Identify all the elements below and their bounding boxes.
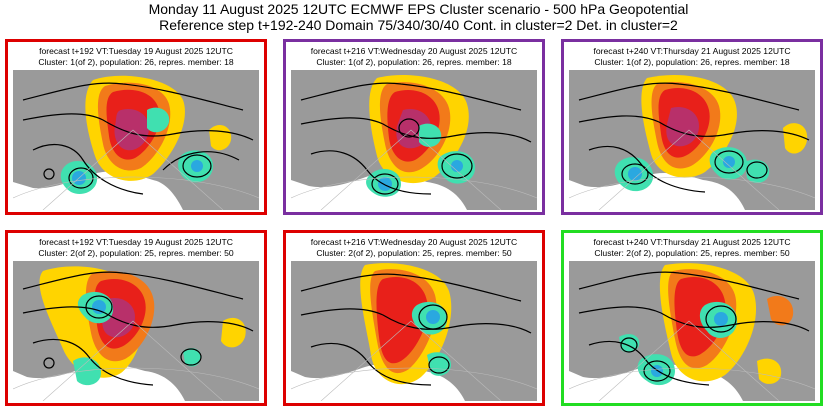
geopotential-contour	[588, 145, 706, 193]
anomaly-neg	[183, 348, 202, 367]
anomaly-strong-pos	[114, 108, 149, 151]
geopotential-contour	[32, 338, 154, 386]
geopotential-contour	[746, 161, 768, 179]
anomaly-weak	[757, 358, 782, 384]
anomaly-mid	[767, 295, 794, 326]
anomaly-strong-pos	[666, 106, 699, 147]
anomaly-strong-neg	[378, 177, 392, 191]
geopotential-contour	[43, 168, 55, 180]
geopotential-contour	[300, 117, 532, 143]
geopotential-contour	[578, 306, 810, 332]
graticule-line	[42, 320, 224, 401]
geopotential-contour	[418, 304, 448, 330]
graticule-line	[291, 367, 537, 390]
graticule-line	[13, 176, 259, 199]
geopotential-contour	[22, 271, 244, 300]
graticule-line	[569, 367, 815, 390]
map-panel-cluster2-t192: forecast t+192 VT:Tuesday 19 August 2025…	[5, 230, 267, 406]
panel-forecast-label: forecast t+216 VT:Wednesday 20 August 20…	[310, 237, 518, 247]
geopotential-contour	[398, 118, 420, 138]
anomaly-strong-neg	[92, 300, 106, 314]
anomaly-strong-neg	[723, 156, 735, 168]
panel-forecast-label: forecast t+216 VT:Wednesday 20 August 20…	[310, 46, 518, 56]
geopotential-contour	[441, 153, 473, 179]
anomaly-strong-neg	[451, 160, 463, 172]
geopotential-contour	[428, 356, 450, 374]
anomaly-strong-neg	[714, 312, 728, 326]
geopotential-contour	[310, 150, 432, 195]
graticule-line	[320, 129, 502, 210]
panel-forecast-label: forecast t+240 VT:Thursday 21 August 202…	[593, 46, 791, 56]
geopotential-contour	[182, 154, 212, 178]
graticule-line	[569, 176, 815, 199]
geopotential-contour	[620, 337, 638, 353]
page-subtitle: Reference step t+192-240 Domain 75/340/3…	[159, 17, 678, 33]
panel-cluster-label: Cluster: 1(of 2), population: 26, repres…	[38, 57, 234, 67]
geopotential-contour	[22, 306, 254, 332]
panel-cluster-label: Cluster: 2(of 2), population: 25, repres…	[38, 248, 234, 258]
geopotential-map	[13, 70, 259, 210]
geopotential-contour	[643, 360, 671, 382]
geopotential-map	[569, 70, 815, 210]
panel-forecast-label: forecast t+192 VT:Tuesday 19 August 2025…	[39, 237, 233, 247]
panel-cluster-label: Cluster: 1(of 2), population: 26, repres…	[316, 57, 512, 67]
geopotential-contour	[588, 340, 710, 386]
geopotential-contour	[162, 151, 240, 171]
geopotential-contour	[578, 271, 800, 300]
panel-cluster-label: Cluster: 1(of 2), population: 26, repres…	[594, 57, 790, 67]
geopotential-contour	[310, 342, 432, 386]
panel-cluster-label: Cluster: 2(of 2), population: 25, repres…	[594, 248, 790, 258]
anomaly-strong-neg	[426, 310, 440, 324]
geopotential-contour	[22, 113, 254, 141]
anomaly-neg	[619, 334, 640, 353]
geopotential-contour	[22, 82, 244, 111]
geopotential-contour	[180, 348, 202, 366]
geopotential-contour	[68, 167, 94, 189]
geopotential-contour	[371, 173, 399, 195]
panel-cluster-label: Cluster: 2(of 2), population: 25, repres…	[316, 248, 512, 258]
anomaly-neg	[147, 107, 170, 133]
geopotential-map	[291, 70, 537, 210]
map-panel-cluster2-t240: forecast t+240 VT:Thursday 21 August 202…	[561, 230, 823, 406]
geopotential-contour	[300, 82, 522, 111]
geopotential-contour	[300, 273, 522, 302]
geopotential-map	[291, 261, 537, 401]
page-title: Monday 11 August 2025 12UTC ECMWF EPS Cl…	[148, 1, 689, 17]
geopotential-map	[13, 261, 259, 401]
anomaly-weak	[783, 123, 808, 154]
graticule-line	[320, 320, 502, 401]
map-panel-cluster1-t216: forecast t+216 VT:Wednesday 20 August 20…	[283, 39, 545, 215]
graticule-line	[13, 367, 259, 390]
panel-forecast-label: forecast t+192 VT:Tuesday 19 August 2025…	[39, 46, 233, 56]
anomaly-strong-neg	[628, 167, 642, 181]
anomaly-strong-neg	[191, 160, 203, 172]
geopotential-contour	[85, 295, 113, 319]
anomaly-neg	[73, 357, 101, 386]
map-panel-cluster2-t216: forecast t+216 VT:Wednesday 20 August 20…	[283, 230, 545, 406]
map-panel-cluster1-t192: forecast t+192 VT:Tuesday 19 August 2025…	[5, 39, 267, 215]
geopotential-contour	[43, 357, 55, 369]
geopotential-map	[569, 261, 815, 401]
graticule-line	[42, 129, 224, 210]
map-panel-cluster1-t240: forecast t+240 VT:Thursday 21 August 202…	[561, 39, 823, 215]
geopotential-contour	[621, 163, 649, 185]
anomaly-neg	[419, 123, 442, 147]
graticule-line	[291, 176, 537, 199]
geopotential-contour	[578, 115, 810, 141]
geopotential-contour	[714, 150, 744, 174]
panel-forecast-label: forecast t+240 VT:Thursday 21 August 202…	[593, 237, 791, 247]
anomaly-pos	[376, 277, 428, 364]
graticule-line	[598, 320, 780, 401]
geopotential-contour	[578, 82, 800, 111]
geopotential-contour	[300, 308, 532, 334]
geopotential-contour	[32, 143, 144, 195]
geopotential-contour	[705, 305, 737, 333]
graticule-line	[598, 129, 780, 210]
